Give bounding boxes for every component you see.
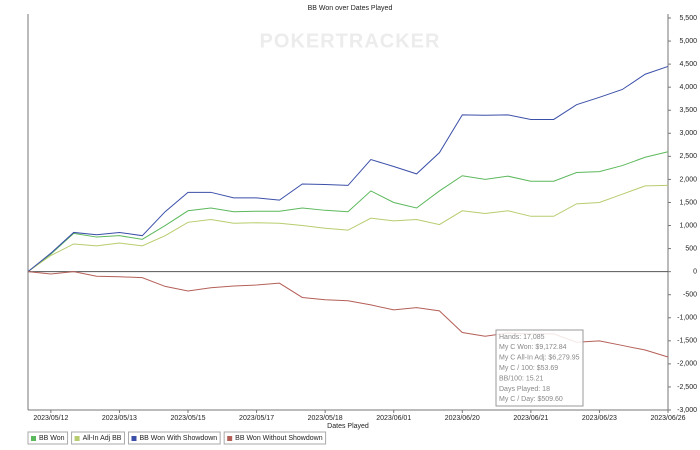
legend-item: All-In Adj BB <box>71 431 125 445</box>
tooltip-line: Days Played: 18 <box>499 386 550 393</box>
chart-title: BB Won over Dates Played <box>308 5 393 12</box>
y-tick-label: -2,000 <box>677 361 697 368</box>
x-tick-label: 2023/06/21 <box>513 415 548 422</box>
series-line <box>27 184 669 273</box>
tooltip-box <box>495 329 584 407</box>
legend-item: BB Won Without Showdown <box>223 431 327 445</box>
tooltip-line: BB/100: 15.21 <box>499 375 543 382</box>
legend-box <box>71 431 125 445</box>
tooltip-line: My C All-In Adj: $6,279.95 <box>499 355 580 362</box>
legend-swatch <box>131 436 137 441</box>
series-line <box>27 65 669 273</box>
x-tick-label: 2023/05/12 <box>33 415 68 422</box>
legend-box <box>27 431 69 445</box>
legend-swatch <box>227 436 233 441</box>
y-tick-label: 4,500 <box>679 61 697 68</box>
legend-swatch <box>74 436 80 441</box>
y-tick-label: -1,000 <box>677 315 697 322</box>
y-tick-label: -1,500 <box>677 338 697 345</box>
x-tick-label: 2023/05/15 <box>170 415 205 422</box>
x-axis-label: Dates Played <box>327 423 369 430</box>
legend-box <box>223 431 327 445</box>
y-tick-label: 3,000 <box>679 130 697 137</box>
x-tick-label: 2023/06/26 <box>650 415 685 422</box>
legend-swatch <box>31 436 36 441</box>
y-tick-label: -3,000 <box>677 407 697 414</box>
tooltip-line: My C Won: $9,172.84 <box>499 344 567 351</box>
x-tick-label: 2023/05/17 <box>239 415 274 422</box>
y-tick-label: 1,000 <box>679 222 697 229</box>
y-tick-label: 5,500 <box>679 15 697 22</box>
x-tick-label: 2023/06/01 <box>376 415 411 422</box>
tooltip-line: Hands: 17,085 <box>499 334 545 341</box>
y-tick-label: 4,000 <box>679 84 697 91</box>
y-tick-label: 3,500 <box>679 107 697 114</box>
tooltip-line: My C / Day: $509.60 <box>499 396 563 403</box>
legend-box <box>127 431 221 445</box>
y-tick-label: -500 <box>683 292 697 299</box>
legend-label: BB Won <box>39 435 65 442</box>
legend-label: BB Won With Showdown <box>139 435 217 442</box>
y-tick-label: 5,000 <box>679 38 697 45</box>
series-line <box>27 151 669 273</box>
legend-item: BB Won <box>27 431 69 445</box>
x-tick-label: 2023/05/18 <box>308 415 343 422</box>
watermark: POKERTRACKER <box>260 30 441 52</box>
y-tick-label: 2,000 <box>679 176 697 183</box>
legend-label: BB Won Without Showdown <box>235 435 323 442</box>
y-tick-label: -2,500 <box>677 384 697 391</box>
x-tick-label: 2023/06/20 <box>445 415 480 422</box>
y-tick-label: 2,500 <box>679 153 697 160</box>
y-tick-label: 0 <box>693 268 697 275</box>
tooltip-line: My C / 100: $53.69 <box>499 365 558 372</box>
x-tick-label: 2023/06/23 <box>582 415 617 422</box>
tooltip: Hands: 17,085 My C Won: $9,172.84 My C All… <box>495 329 584 407</box>
y-tick-label: 1,500 <box>679 199 697 206</box>
legend-item: BB Won With Showdown <box>127 431 221 445</box>
y-tick-label: 500 <box>685 245 697 252</box>
legend-label: All-In Adj BB <box>83 435 122 442</box>
x-tick-label: 2023/05/13 <box>102 415 137 422</box>
